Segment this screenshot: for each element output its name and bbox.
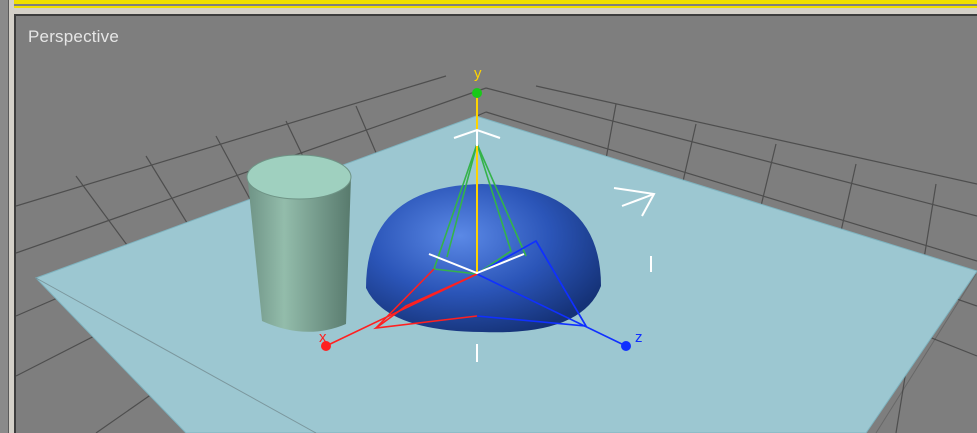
z-axis-handle[interactable] xyxy=(621,341,631,351)
hemisphere-object[interactable] xyxy=(366,184,601,333)
left-viewport-edge xyxy=(0,0,9,433)
z-axis-label: z xyxy=(635,329,643,346)
x-axis-label: x xyxy=(319,329,327,346)
y-axis-handle[interactable] xyxy=(472,88,482,98)
transform-gizmo[interactable] xyxy=(325,94,656,362)
cylinder-object[interactable] xyxy=(246,154,352,332)
scene-canvas[interactable]: y x z xyxy=(16,16,977,433)
x-axis-handle[interactable] xyxy=(321,341,331,351)
active-viewport-highlight xyxy=(14,0,977,4)
plane-grid-overlay xyxy=(35,273,977,433)
y-axis-label: y xyxy=(474,65,482,82)
perspective-viewport[interactable]: y x z Perspective xyxy=(14,14,977,433)
viewport-label[interactable]: Perspective xyxy=(28,27,120,46)
top-viewport-edge xyxy=(14,0,977,8)
